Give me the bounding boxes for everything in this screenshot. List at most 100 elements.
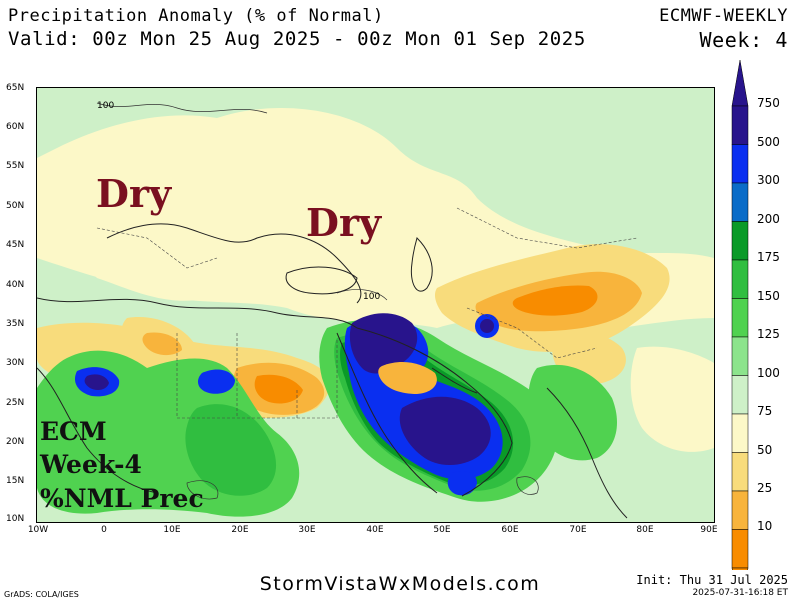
lat-label: 35N	[6, 319, 25, 329]
colorbar-swatch	[731, 221, 749, 261]
anomaly-10-iran	[512, 285, 598, 316]
lon-label: 10E	[163, 525, 181, 535]
colorbar-label: 200	[757, 212, 780, 226]
anomaly-25-syria	[378, 362, 437, 394]
lat-label: 60N	[6, 122, 25, 132]
lat-label: 65N	[6, 83, 25, 93]
colorbar-swatch	[731, 413, 749, 453]
generation-timestamp: 2025-07-31-16:18 ET	[692, 588, 788, 598]
anomaly-75-europe-west	[73, 187, 366, 301]
coastline-black-sea	[285, 266, 358, 295]
valid-period: Valid: 00z Mon 25 Aug 2025 - 00z Mon 01 …	[8, 28, 586, 50]
site-watermark: StormVistaWxModels.com	[259, 573, 541, 595]
contour-100	[336, 289, 388, 301]
map-canvas: 100 100	[37, 88, 714, 522]
anomaly-750-sahel-west	[84, 374, 109, 391]
chart-title: Precipitation Anomaly (% of Normal)	[8, 6, 384, 26]
lon-label: 50E	[433, 525, 451, 535]
lon-label: 90E	[700, 525, 718, 535]
anomaly-500-yemen	[447, 471, 477, 496]
lat-label: 25N	[6, 398, 25, 408]
lat-label: 45N	[6, 240, 25, 250]
contour-100	[186, 480, 219, 500]
anomaly-200-sahel	[185, 404, 277, 496]
coastline-red-sea	[336, 332, 438, 494]
colorbar-swatch	[731, 298, 749, 338]
coastlines	[37, 223, 628, 519]
lat-label: 50N	[6, 201, 25, 211]
colorbar-swatch	[731, 144, 749, 184]
colorbar-label: 10	[757, 519, 773, 533]
anomaly-10-libya	[254, 374, 303, 404]
lon-label: 30E	[298, 525, 316, 535]
border-line	[176, 333, 237, 419]
colorbar-label: 750	[757, 96, 780, 110]
annotation-week: Week-4	[40, 450, 142, 479]
lon-label: 70E	[569, 525, 587, 535]
wet-spot-caspian-core	[480, 319, 494, 333]
colorbar-swatch	[731, 529, 749, 569]
coastline-mediterranean	[37, 297, 358, 329]
contour-label: 100	[363, 292, 380, 302]
dry-label: Dry	[96, 171, 172, 216]
contour-label: 100	[97, 101, 114, 111]
grads-credit: GrADS: COLA/IGES	[4, 590, 79, 599]
anomaly-map: 100 100	[36, 87, 715, 523]
colorbar-label: 150	[757, 289, 780, 303]
coastline-africa-west	[37, 367, 158, 494]
lat-label: 15N	[6, 476, 25, 486]
dry-label: Dry	[306, 200, 382, 245]
colorbar-label: 175	[757, 250, 780, 264]
lon-label: 20E	[231, 525, 249, 535]
colorbar-label: 100	[757, 366, 780, 380]
colorbar-cap-top	[731, 60, 749, 107]
borders	[96, 207, 638, 419]
colorbar-swatch	[731, 259, 749, 299]
colorbar-cap-bottom	[731, 567, 749, 570]
lat-label: 40N	[6, 280, 25, 290]
lat-label: 30N	[6, 358, 25, 368]
colorbar-swatch	[731, 452, 749, 492]
anomaly-750-iraq	[349, 313, 418, 374]
border-line	[297, 338, 338, 419]
lat-label: 55N	[6, 161, 25, 171]
anomaly-150-india	[528, 364, 617, 461]
colorbar-label: 50	[757, 443, 773, 457]
colorbar-swatch	[731, 182, 749, 222]
colorbar-label: 125	[757, 327, 780, 341]
lon-label: 40E	[366, 525, 384, 535]
anomaly-500-sahel-east	[197, 369, 235, 394]
colorbar	[731, 60, 749, 570]
border-line	[96, 227, 218, 269]
colorbar-swatch	[731, 105, 749, 145]
anomaly-75-east	[630, 346, 714, 452]
colorbar-label: 25	[757, 481, 773, 495]
coastline-india	[546, 387, 628, 519]
coastline-persian-gulf	[431, 367, 478, 394]
colorbar-swatch	[731, 336, 749, 376]
lon-label: 10W	[27, 525, 49, 535]
anomaly-25-west-africa	[142, 332, 182, 356]
contour-100	[96, 102, 268, 114]
lat-label: 10N	[6, 514, 25, 524]
border-line	[466, 307, 598, 359]
colorbar-swatch	[731, 375, 749, 415]
lon-label: 60E	[501, 525, 519, 535]
coastline-caspian	[410, 237, 433, 292]
contour-100	[516, 476, 539, 495]
init-time: Init: Thu 31 Jul 2025	[636, 573, 788, 587]
colorbar-label: 75	[757, 404, 773, 418]
lon-label: 0	[101, 525, 107, 535]
contour-lines	[96, 102, 539, 500]
lat-label: 20N	[6, 437, 25, 447]
colorbar-label: 300	[757, 173, 780, 187]
week-label: Week: 4	[699, 28, 788, 52]
annotation-field: %NML Prec	[40, 484, 204, 513]
colorbar-label: 500	[757, 135, 780, 149]
model-name: ECMWF-WEEKLY	[659, 6, 788, 26]
coastline-arabia	[356, 327, 513, 497]
colorbar-swatch	[731, 490, 749, 530]
lon-label: 80E	[636, 525, 654, 535]
annotation-model: ECM	[40, 417, 107, 446]
border-line	[456, 207, 638, 249]
